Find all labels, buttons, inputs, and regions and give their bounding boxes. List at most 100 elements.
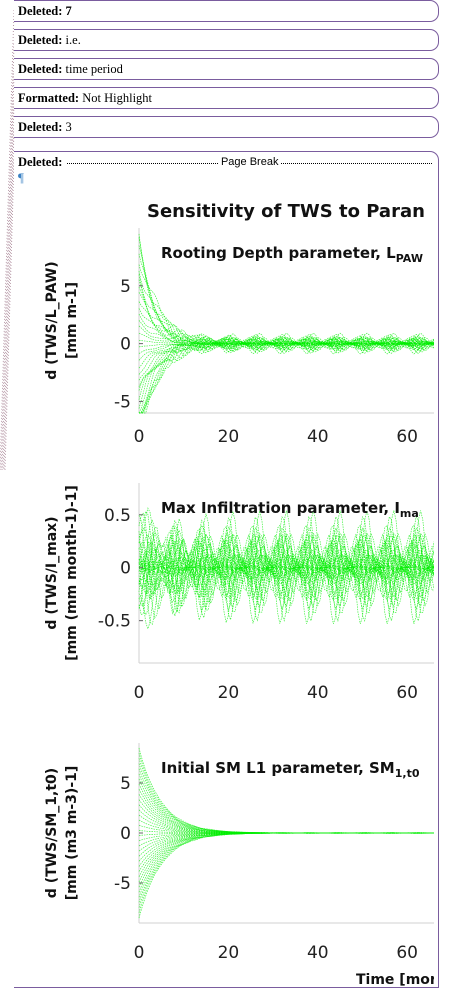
series-line [138, 541, 434, 599]
y-axis-label-line2: [mm m-1] [64, 282, 80, 359]
series-line [138, 799, 434, 834]
series-line [138, 279, 434, 350]
x-tick-label: 0 [134, 427, 145, 447]
x-tick-label: 0 [134, 683, 145, 703]
series-line [138, 542, 434, 598]
series-line [138, 510, 434, 616]
revision-balloon-deleted-7[interactable]: Deleted: 7 [14, 0, 439, 22]
page-break-text: Page Break [220, 156, 279, 168]
balloon-text: 3 [65, 120, 72, 134]
series-line [138, 270, 434, 350]
balloon-text: 7 [65, 4, 72, 18]
series-group [138, 507, 434, 630]
series-line [138, 507, 434, 592]
series-line [138, 783, 434, 834]
series-line [138, 527, 434, 579]
panel-title: Initial SM L1 parameter, SM1,t0 [161, 759, 420, 780]
x-tick-label: 20 [218, 683, 240, 703]
y-tick-label: 0 [120, 824, 131, 844]
series-line [138, 253, 434, 351]
x-tick-label: 0 [134, 943, 145, 963]
series-line [138, 832, 434, 872]
y-axis-label-line2: [mm (mm month-1)-1] [64, 485, 80, 661]
series-line [138, 555, 434, 588]
revision-balloon-deleted-ie[interactable]: Deleted: i.e. [14, 29, 439, 51]
series-line [138, 264, 434, 349]
series-line [138, 832, 434, 883]
series-line [138, 747, 434, 834]
panel-title: Rooting Depth parameter, LPAW [161, 244, 423, 265]
series-line [138, 512, 434, 614]
y-tick-label: 0 [120, 559, 131, 579]
paragraph-mark: ¶ [18, 170, 24, 185]
chart-panel-2: 0.5 0 -0.5 0 20 40 60 Max Infiltration paramete… [44, 483, 434, 703]
revision-balloon-deleted-time-period[interactable]: Deleted: time period [14, 58, 439, 80]
balloon-label: Deleted: [18, 62, 63, 76]
series-line [138, 819, 434, 834]
balloon-label: Deleted: [18, 155, 63, 169]
series-group [138, 233, 434, 414]
x-tick-label: 40 [307, 427, 329, 447]
series-line [138, 341, 434, 361]
series-line [138, 832, 434, 867]
series-line [138, 337, 434, 409]
y-tick-label: 5 [120, 277, 131, 297]
panel-title: Max Infiltration parameter, Ima [161, 499, 419, 520]
series-line [138, 832, 434, 919]
balloon-text: time period [65, 62, 123, 76]
page-break-rule-right [281, 162, 432, 164]
series-group [138, 747, 434, 919]
series-line [139, 332, 434, 414]
series-line [138, 237, 434, 354]
series-line [138, 515, 434, 611]
series-line [138, 549, 434, 580]
y-axis-label-line1: d (TWS/SM_1,t0) [44, 768, 60, 898]
series-line [138, 245, 434, 353]
balloon-label: Formatted: [18, 91, 80, 105]
balloon-label: Deleted: [18, 33, 63, 47]
chart-panel-3: 5 0 -5 0 20 40 60 Initial SM L1 parameter, SM1,… [44, 743, 434, 963]
y-tick-label: -5 [114, 392, 131, 412]
series-line [138, 233, 434, 355]
series-line [138, 832, 434, 908]
page-break-rule-left [67, 162, 218, 164]
balloon-text: i.e. [65, 33, 81, 47]
series-line [138, 789, 434, 834]
series-line [138, 533, 434, 625]
series-line [138, 337, 434, 414]
series-line [138, 339, 434, 391]
series-line [138, 832, 434, 862]
x-tick-label: 60 [396, 427, 418, 447]
series-line [138, 526, 434, 625]
revision-balloon-deleted-3[interactable]: Deleted: 3 [14, 116, 439, 138]
series-line [138, 804, 434, 834]
series-line [138, 832, 434, 898]
figure-title: Sensitivity of TWS to Paran [147, 201, 425, 222]
series-line [138, 515, 434, 623]
balloon-label: Deleted: [18, 120, 63, 134]
y-tick-label: 0 [120, 335, 131, 355]
series-line [138, 544, 434, 596]
revision-balloon-formatted[interactable]: Formatted: Not Highlight [14, 87, 439, 109]
x-tick-label: 20 [218, 943, 240, 963]
y-axis-label-line2: [mm (m3 m-3)-1] [64, 766, 80, 901]
balloon-label: Deleted: [18, 4, 63, 18]
series-line [138, 768, 434, 834]
series-line [138, 510, 434, 607]
series-line [138, 832, 434, 893]
series-line [138, 832, 434, 877]
y-tick-label: 5 [120, 774, 131, 794]
y-tick-label: 0.5 [104, 506, 131, 526]
series-line [138, 752, 434, 834]
series-line [138, 564, 434, 575]
x-tick-label: 60 [396, 943, 418, 963]
series-line [138, 778, 434, 834]
series-line [139, 337, 434, 414]
balloon-text: Not Highlight [82, 91, 153, 105]
y-axis-label-line1: d (TWS/L_PAW) [44, 261, 60, 379]
x-tick-label: 20 [218, 427, 240, 447]
x-tick-label: 40 [307, 943, 329, 963]
y-axis-label-line1: d (TWS/I_max) [44, 516, 60, 629]
y-tick-label: -5 [114, 874, 131, 894]
